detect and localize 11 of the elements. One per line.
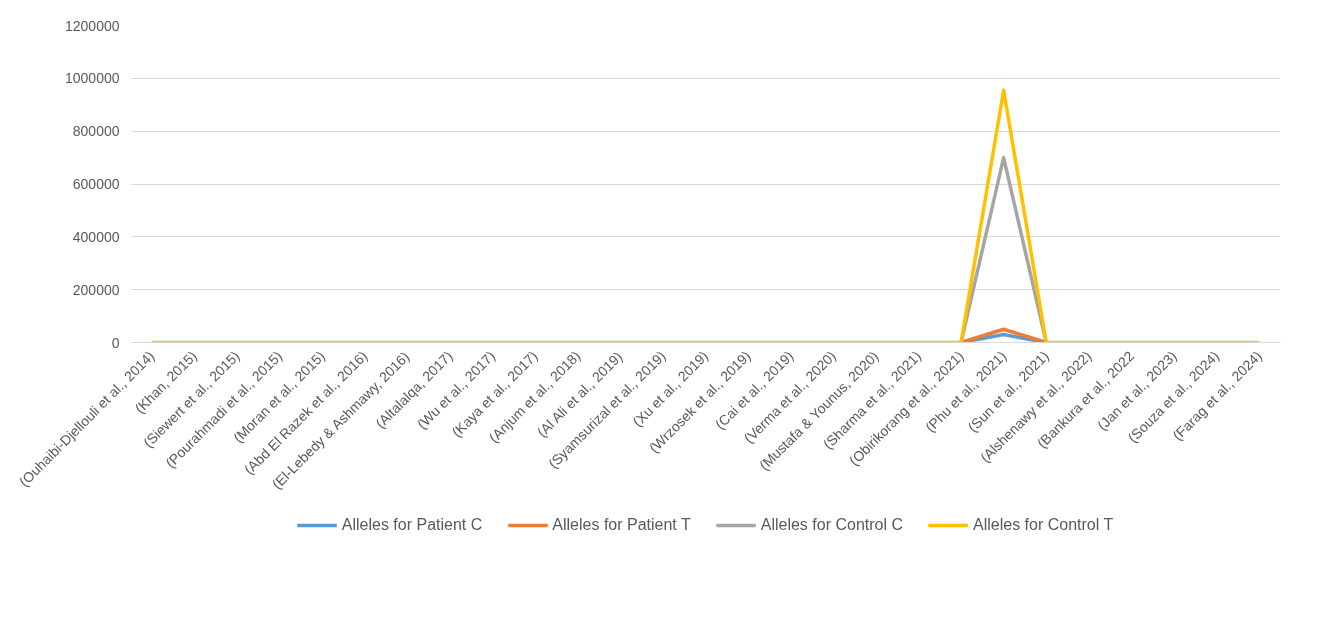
y-tick-label: 400000	[72, 228, 120, 245]
y-tick-label: 800000	[72, 123, 120, 140]
legend-label: Alleles for Patient T	[552, 516, 691, 534]
y-tick-label: 600000	[72, 176, 120, 192]
legend-label: Alleles for Control C	[760, 516, 904, 534]
legend-label: Alleles for Patient C	[341, 516, 483, 534]
y-tick-label: 1200000	[65, 17, 120, 34]
y-tick-label: 1000000	[65, 70, 120, 87]
y-tick-label: 200000	[72, 281, 120, 298]
legend-label: Alleles for Control T	[973, 516, 1114, 534]
y-tick-label: 0	[111, 334, 120, 351]
